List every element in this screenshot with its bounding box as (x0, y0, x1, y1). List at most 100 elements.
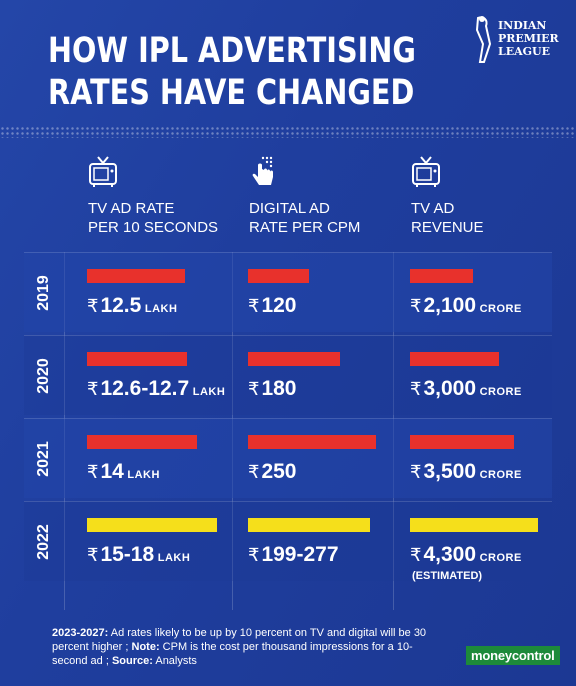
year-text: 2022 (35, 523, 52, 560)
column-label: RATE PER CPM (249, 219, 361, 236)
data-cell: ₹199-277 (248, 502, 398, 581)
value-number: 250 (261, 460, 297, 483)
data-cell: ₹3,500 CRORE (410, 419, 560, 498)
data-cell: ₹12.6-12.7 LAKH (87, 336, 237, 415)
footer-text: CPM is the cost per thousand impressions… (52, 641, 413, 667)
value-bar (248, 435, 376, 449)
year-text: 2019 (35, 274, 52, 311)
value-bar (410, 352, 499, 366)
footer-label: Source: (111, 655, 153, 667)
value-unit: LAKH (123, 469, 160, 481)
data-cell: ₹250 (248, 419, 398, 498)
data-cell: ₹14 LAKH (87, 419, 237, 498)
tv-icon (412, 156, 440, 187)
ipl-logo: INDIAN PREMIER LEAGUE (470, 14, 570, 66)
value-bar (87, 269, 185, 283)
data-grid: 2019 ₹12.5 LAKH ₹120 ₹2,100 CRORE 2020 ₹12.6-… (24, 252, 552, 610)
rupee-symbol: ₹ (248, 379, 260, 399)
moneycontrol-logo: moneycontrol (466, 646, 560, 665)
value-bar (87, 435, 197, 449)
value-number: 15-18 (100, 543, 155, 566)
year-label: 2022 (24, 502, 64, 581)
data-cell: ₹4,300 CRORE (ESTIMATED) (410, 502, 560, 582)
rupee-symbol: ₹ (410, 462, 422, 482)
value-unit: CRORE (476, 303, 522, 315)
value-label: ₹12.5 LAKH (87, 294, 177, 321)
logo-text-3: LEAGUE (498, 45, 551, 58)
year-label: 2021 (24, 419, 64, 498)
value-number: 3,000 (423, 377, 477, 400)
value-label: ₹15-18 LAKH (87, 543, 190, 570)
logo-text-2: PREMIER (498, 32, 559, 45)
value-label: ₹14 LAKH (87, 460, 160, 487)
value-bar (410, 435, 514, 449)
column-header-tv-rate: TV AD RATE PER 10 SECONDS (88, 155, 238, 237)
value-label: ₹2,100 CRORE (410, 294, 522, 321)
table-row: 2020 ₹12.6-12.7 LAKH ₹180 ₹3,000 CRORE (24, 335, 552, 415)
footer-text: Ad rates likely to be up by 10 percent o… (52, 627, 427, 653)
value-number: 2,100 (423, 294, 477, 317)
value-unit: CRORE (476, 552, 522, 564)
footer-note: 2023-2027: Ad rates likely to be up by 1… (52, 626, 432, 668)
footer-label: 2023-2027: (52, 627, 109, 639)
data-cell: ₹2,100 CRORE (410, 253, 560, 332)
value-number: 14 (100, 460, 124, 483)
value-bar (248, 352, 340, 366)
year-label: 2020 (24, 336, 64, 415)
rupee-symbol: ₹ (410, 296, 422, 316)
rupee-symbol: ₹ (248, 545, 260, 565)
tap-hand-icon (252, 156, 273, 185)
tv-icon (89, 156, 117, 187)
column-label: PER 10 SECONDS (88, 219, 219, 236)
year-label: 2019 (24, 253, 64, 332)
value-number: 180 (261, 377, 297, 400)
data-cell: ₹3,000 CRORE (410, 336, 560, 415)
value-bar (87, 518, 217, 532)
dotted-divider (0, 126, 576, 138)
column-label: TV AD (411, 200, 455, 217)
page-title: HOW IPL ADVERTISING RATES HAVE CHANGED (48, 30, 416, 114)
data-cell: ₹12.5 LAKH (87, 253, 237, 332)
rupee-symbol: ₹ (87, 379, 99, 399)
value-unit: LAKH (189, 386, 226, 398)
rupee-symbol: ₹ (410, 379, 422, 399)
logo-text-1: INDIAN (498, 19, 547, 32)
column-header-digital-rate: DIGITAL AD RATE PER CPM (249, 155, 399, 237)
rupee-symbol: ₹ (410, 545, 422, 565)
rupee-symbol: ₹ (248, 296, 260, 316)
rupee-symbol: ₹ (87, 545, 99, 565)
year-text: 2020 (35, 357, 52, 394)
value-number: 120 (261, 294, 297, 317)
value-label: ₹12.6-12.7 LAKH (87, 377, 225, 404)
value-number: 12.5 (100, 294, 142, 317)
rupee-symbol: ₹ (87, 296, 99, 316)
value-bar (248, 518, 370, 532)
estimated-note: (ESTIMATED) (412, 570, 483, 582)
table-row: 2019 ₹12.5 LAKH ₹120 ₹2,100 CRORE (24, 252, 552, 332)
value-label: ₹199-277 (248, 543, 339, 567)
value-label: ₹180 (248, 377, 297, 401)
value-number: 4,300 (423, 543, 477, 566)
footer-label: Note: (131, 641, 160, 653)
value-label: ₹120 (248, 294, 297, 318)
value-unit: CRORE (476, 469, 522, 481)
data-cell: ₹180 (248, 336, 398, 415)
value-unit: CRORE (476, 386, 522, 398)
value-number: 12.6-12.7 (100, 377, 190, 400)
table-row: 2022 ₹15-18 LAKH ₹199-277 ₹4,300 CRORE (ESTI… (24, 501, 552, 582)
column-label: REVENUE (411, 219, 484, 236)
value-label: ₹3,000 CRORE (410, 377, 522, 404)
value-bar (87, 352, 187, 366)
data-cell: ₹15-18 LAKH (87, 502, 237, 581)
year-text: 2021 (35, 440, 52, 477)
value-unit: LAKH (154, 552, 191, 564)
data-cell: ₹120 (248, 253, 398, 332)
rupee-symbol: ₹ (248, 462, 260, 482)
value-label: ₹3,500 CRORE (410, 460, 522, 487)
value-bar (248, 269, 309, 283)
title-line-1: HOW IPL ADVERTISING (48, 31, 416, 71)
column-label: TV AD RATE (88, 200, 175, 217)
value-bar (410, 518, 538, 532)
title-line-2: RATES HAVE CHANGED (48, 73, 415, 113)
